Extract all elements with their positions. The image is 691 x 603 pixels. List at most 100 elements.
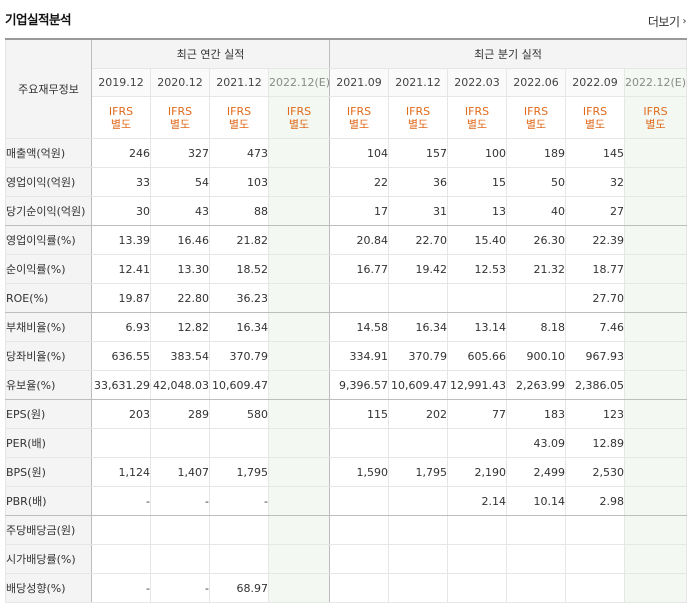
value-cell <box>624 138 688 168</box>
value-cell: 33 <box>91 167 151 197</box>
value-cell: 334.91 <box>329 341 390 371</box>
value-cell <box>624 370 688 400</box>
value-cell: 21.32 <box>506 254 567 284</box>
value-cell: 12.53 <box>447 254 508 284</box>
value-cell <box>267 254 331 284</box>
value-cell <box>624 167 688 197</box>
value-cell: 1,795 <box>209 457 269 487</box>
value-cell: 13.30 <box>150 254 210 284</box>
value-cell: 383.54 <box>150 341 210 371</box>
value-cell: 1,407 <box>150 457 210 487</box>
value-cell: 145 <box>565 138 626 168</box>
ifrs-line: IFRS <box>582 104 608 118</box>
ifrs-basis-label: IFRS 별도 <box>565 96 626 139</box>
value-cell <box>624 283 688 313</box>
value-cell: - <box>91 486 151 516</box>
value-cell <box>388 573 449 603</box>
row-label: EPS(원) <box>5 399 92 429</box>
financial-table: 주요재무정보 최근 연간 실적 최근 분기 실적 2019.12 2020.12 2… <box>5 38 688 603</box>
ifrs-basis-label: IFRS 별도 <box>506 96 567 139</box>
row-label: 부채비율(%) <box>5 312 92 342</box>
value-cell: 15.40 <box>447 225 508 255</box>
value-cell <box>91 515 151 545</box>
ifrs-basis-label: IFRS 별도 <box>447 96 508 139</box>
value-cell <box>150 544 210 574</box>
value-cell: 16.77 <box>329 254 390 284</box>
value-cell: 1,795 <box>388 457 449 487</box>
value-cell: 9,396.57 <box>329 370 390 400</box>
value-cell <box>506 544 567 574</box>
ifrs-basis-label: IFRS 별도 <box>329 96 390 139</box>
value-cell <box>624 457 688 487</box>
value-cell <box>565 544 626 574</box>
value-cell: 42,048.03 <box>150 370 210 400</box>
ifrs-basis-label: IFRS 별도 <box>624 96 688 139</box>
value-cell <box>447 283 508 313</box>
value-cell <box>388 283 449 313</box>
value-cell <box>267 573 331 603</box>
value-cell: 12,991.43 <box>447 370 508 400</box>
value-cell <box>150 515 210 545</box>
period-header: 2022.03 <box>447 68 508 97</box>
separate-basis-line: 별도 <box>645 117 666 131</box>
value-cell: 19.87 <box>91 283 151 313</box>
quarter-group-header: 최근 분기 실적 <box>329 38 688 69</box>
value-cell <box>624 486 688 516</box>
ifrs-basis-label: IFRS 별도 <box>267 96 331 139</box>
more-link[interactable]: 더보기 › <box>648 13 687 30</box>
value-cell: 636.55 <box>91 341 151 371</box>
row-label: 유보율(%) <box>5 370 92 400</box>
value-cell <box>329 283 390 313</box>
value-cell <box>267 225 331 255</box>
value-cell: 22.80 <box>150 283 210 313</box>
value-cell <box>388 428 449 458</box>
value-cell: 13.39 <box>91 225 151 255</box>
value-cell: 36.23 <box>209 283 269 313</box>
value-cell: 22.39 <box>565 225 626 255</box>
value-cell: 115 <box>329 399 390 429</box>
value-cell: 40 <box>506 196 567 226</box>
value-cell: 20.84 <box>329 225 390 255</box>
separate-basis-line: 별도 <box>525 117 547 131</box>
value-cell: 12.41 <box>91 254 151 284</box>
value-cell: 2.14 <box>447 486 508 516</box>
row-label: 순이익률(%) <box>5 254 92 284</box>
ifrs-line: IFRS <box>464 104 490 118</box>
value-cell <box>267 515 331 545</box>
separate-basis-line: 별도 <box>348 117 370 131</box>
value-cell <box>447 515 508 545</box>
row-label: 당좌비율(%) <box>5 341 92 371</box>
value-cell <box>267 486 331 516</box>
value-cell <box>565 573 626 603</box>
value-cell: 88 <box>209 196 269 226</box>
separate-basis-line: 별도 <box>110 117 132 131</box>
value-cell: 12.89 <box>565 428 626 458</box>
value-cell <box>150 428 210 458</box>
period-header: 2022.06 <box>506 68 567 97</box>
ifrs-line: IFRS <box>346 104 372 118</box>
table-row: 당좌비율(%) 636.55 383.54 370.79 334.91 370.79 605… <box>5 341 688 371</box>
value-cell: 189 <box>506 138 567 168</box>
value-cell: 104 <box>329 138 390 168</box>
period-header: 2021.12 <box>209 68 269 97</box>
value-cell: 370.79 <box>209 341 269 371</box>
value-cell <box>267 370 331 400</box>
ifrs-line: IFRS <box>643 104 668 118</box>
value-cell <box>624 225 688 255</box>
table-row: 시가배당률(%) <box>5 544 688 574</box>
table-row: 주당배당금(원) <box>5 515 688 545</box>
value-cell <box>267 544 331 574</box>
ifrs-basis-label: IFRS 별도 <box>91 96 151 139</box>
value-cell <box>267 167 331 197</box>
separate-basis-line: 별도 <box>584 117 606 131</box>
separate-basis-line: 별도 <box>228 117 250 131</box>
value-cell: 27.70 <box>565 283 626 313</box>
value-cell: 18.77 <box>565 254 626 284</box>
value-cell <box>91 428 151 458</box>
value-cell: 27 <box>565 196 626 226</box>
table-row: 매출액(억원) 246 327 473 104 157 100 189 145 <box>5 138 688 168</box>
row-label: 영업이익률(%) <box>5 225 92 255</box>
value-cell: 2,263.99 <box>506 370 567 400</box>
value-cell: 2.98 <box>565 486 626 516</box>
value-cell: 68.97 <box>209 573 269 603</box>
